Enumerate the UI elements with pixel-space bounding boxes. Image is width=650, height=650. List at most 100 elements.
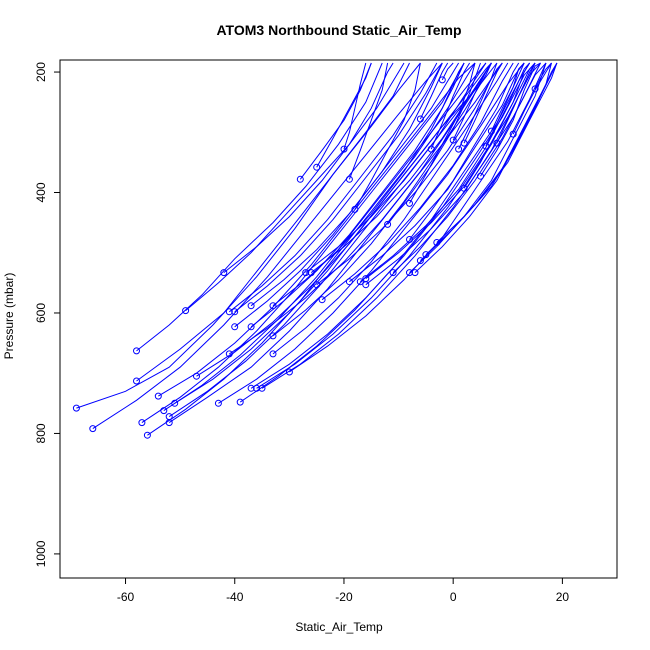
data-point [269, 302, 277, 310]
series-line [316, 62, 503, 286]
series-line [409, 62, 520, 240]
series-61 [487, 62, 525, 135]
series-38 [345, 62, 525, 286]
series-line [250, 62, 465, 328]
series-line [485, 62, 525, 147]
series-36 [340, 62, 367, 153]
series-line [272, 62, 509, 355]
series-28 [269, 62, 465, 310]
data-point [247, 323, 255, 331]
series-32 [307, 62, 492, 277]
data-point [160, 407, 168, 415]
series-63 [509, 62, 552, 138]
data-point [182, 307, 190, 315]
series-line [365, 62, 536, 286]
series-20 [236, 62, 531, 406]
series-55 [449, 62, 492, 144]
series-21 [247, 62, 536, 392]
series-line [305, 62, 487, 273]
series-line [343, 62, 367, 150]
series-16 [225, 62, 438, 316]
series-64 [531, 62, 552, 93]
series-22 [247, 62, 465, 331]
series-line [458, 62, 498, 150]
data-point [89, 425, 97, 433]
data-point [143, 431, 151, 439]
series-line [228, 62, 438, 313]
data-point [455, 145, 463, 153]
data-point [72, 404, 80, 412]
series-29 [285, 62, 547, 376]
data-point [214, 399, 222, 407]
series-12 [182, 62, 405, 315]
series-line [436, 62, 558, 243]
data-point [389, 269, 397, 277]
data-point [356, 278, 364, 286]
series-line [76, 62, 421, 409]
series-34 [313, 62, 503, 289]
data-point [340, 145, 348, 153]
data-point [165, 419, 173, 427]
series-39 [351, 62, 421, 213]
series-line [250, 62, 536, 389]
series-line [463, 62, 503, 144]
series-33 [313, 62, 372, 171]
data-point [406, 236, 413, 243]
series-line [349, 62, 525, 283]
series-line [321, 62, 514, 301]
data-point [247, 302, 255, 310]
data-point [351, 205, 359, 213]
series-3 [133, 62, 383, 355]
series-53 [433, 62, 558, 246]
data-point [171, 399, 179, 407]
data-point [296, 175, 304, 183]
series-line [490, 62, 525, 132]
series-line [420, 62, 552, 261]
data-point [231, 323, 239, 331]
series-line [136, 62, 410, 382]
y-tick-label: 600 [34, 303, 48, 323]
series-40 [356, 62, 530, 286]
series-line [272, 62, 465, 307]
series-line [534, 62, 552, 90]
series-line [316, 62, 372, 168]
series-line [409, 62, 476, 204]
data-point [269, 332, 277, 340]
series-line [409, 62, 547, 273]
series-line [365, 62, 536, 279]
data-point [318, 296, 326, 304]
x-axis: -60 -40 -20 0 20 [117, 577, 569, 604]
series-4 [133, 62, 410, 385]
series-line [239, 62, 531, 403]
y-tick-label: 400 [34, 182, 48, 202]
series-line [441, 62, 454, 81]
data-point [258, 384, 266, 392]
data-point [313, 281, 321, 289]
data-point [416, 115, 424, 123]
series-57 [460, 62, 531, 192]
data-point [482, 142, 490, 150]
series-19 [231, 62, 443, 316]
data-point [416, 257, 424, 265]
data-point [531, 85, 539, 93]
x-axis-label: Static_Air_Temp [295, 620, 383, 634]
series-line [310, 62, 492, 273]
series-56 [455, 62, 498, 153]
series-line [229, 62, 492, 355]
y-tick-label: 200 [34, 62, 48, 82]
data-point [269, 350, 277, 358]
x-tick-label: -40 [226, 590, 244, 604]
data-point [138, 419, 146, 427]
series-10 [165, 62, 503, 427]
series-6 [143, 62, 476, 439]
y-tick-label: 1000 [34, 540, 48, 567]
series-line [387, 62, 481, 225]
series-52 [427, 62, 471, 153]
series-line [480, 62, 541, 177]
data-point [477, 172, 484, 180]
series-35 [318, 62, 514, 304]
data-point [438, 76, 446, 84]
data-point [422, 251, 430, 259]
series-44 [389, 62, 541, 277]
